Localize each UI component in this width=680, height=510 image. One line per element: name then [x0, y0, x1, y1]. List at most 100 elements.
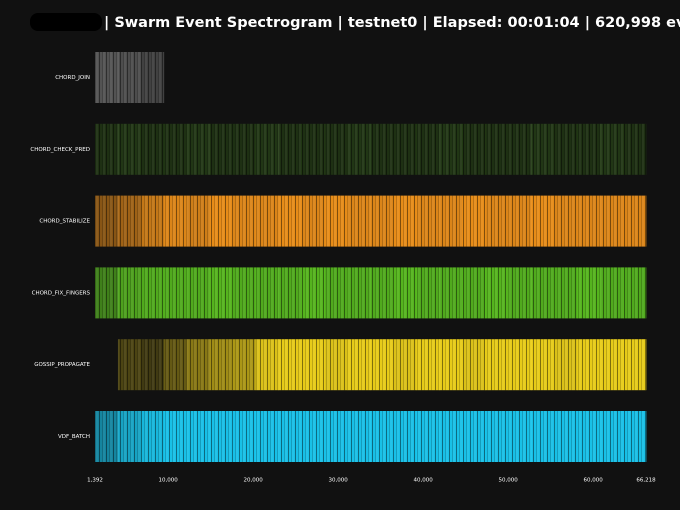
texture: [232, 267, 257, 319]
texture: [623, 195, 647, 247]
texture: [163, 267, 188, 319]
texture: [577, 195, 601, 247]
texture: [462, 195, 486, 247]
texture: [324, 339, 348, 391]
row-label: CHORD_CHECK_PRED: [30, 147, 90, 153]
texture: [347, 411, 371, 462]
texture: [623, 267, 647, 319]
texture: [278, 411, 302, 462]
texture: [301, 411, 325, 462]
texture: [393, 339, 417, 391]
x-tick-label: 66,218: [636, 478, 656, 484]
texture: [209, 267, 234, 319]
texture: [117, 267, 142, 319]
texture: [508, 123, 532, 175]
texture: [439, 411, 463, 462]
texture: [140, 195, 165, 247]
texture: [232, 195, 257, 247]
texture: [600, 267, 624, 319]
texture: [439, 195, 463, 247]
texture: [209, 411, 234, 462]
texture: [117, 195, 142, 247]
texture: [577, 267, 601, 319]
texture: [186, 195, 211, 247]
texture: [416, 195, 440, 247]
texture: [232, 123, 257, 175]
texture: [370, 411, 394, 462]
texture: [508, 411, 532, 462]
texture: [324, 411, 348, 462]
texture: [278, 195, 302, 247]
texture: [347, 123, 371, 175]
texture: [163, 123, 188, 175]
texture: [370, 123, 394, 175]
texture: [623, 339, 647, 391]
texture: [301, 123, 325, 175]
texture: [485, 411, 509, 462]
texture: [462, 339, 486, 391]
texture: [347, 267, 371, 319]
x-tick-label: 20,000: [244, 478, 264, 484]
texture: [140, 411, 165, 462]
texture: [163, 339, 188, 391]
texture: [140, 123, 165, 175]
texture: [347, 195, 371, 247]
texture: [186, 411, 211, 462]
chart-title: | Swarm Event Spectrogram | testnet0 | E…: [104, 15, 680, 31]
texture: [416, 339, 440, 391]
texture: [232, 411, 257, 462]
texture: [324, 123, 348, 175]
texture: [531, 123, 555, 175]
texture: [462, 123, 486, 175]
texture: [554, 123, 578, 175]
texture: [347, 339, 371, 391]
texture: [600, 195, 624, 247]
texture: [209, 123, 234, 175]
texture: [370, 195, 394, 247]
texture: [209, 195, 234, 247]
texture: [117, 339, 142, 391]
texture: [117, 123, 142, 175]
texture: [485, 123, 509, 175]
texture: [163, 411, 188, 462]
texture: [324, 195, 348, 247]
texture: [439, 123, 463, 175]
texture: [117, 411, 142, 462]
texture: [232, 339, 257, 391]
texture: [485, 267, 509, 319]
texture: [255, 339, 279, 391]
texture: [508, 267, 532, 319]
texture: [531, 411, 555, 462]
texture: [278, 123, 302, 175]
texture: [255, 411, 279, 462]
texture: [600, 123, 624, 175]
x-tick-label: 60,000: [584, 478, 604, 484]
texture: [554, 339, 578, 391]
redaction: [30, 13, 102, 31]
texture: [554, 267, 578, 319]
texture: [301, 339, 325, 391]
texture: [531, 267, 555, 319]
texture: [439, 267, 463, 319]
texture: [278, 267, 302, 319]
texture: [600, 411, 624, 462]
texture: [416, 123, 440, 175]
texture: [186, 123, 211, 175]
texture: [301, 267, 325, 319]
x-tick-label: 1,392: [87, 478, 103, 484]
texture: [163, 195, 188, 247]
texture: [623, 411, 647, 462]
texture: [439, 339, 463, 391]
texture: [508, 195, 532, 247]
row-label: GOSSIP_PROPAGATE: [34, 362, 90, 368]
texture: [370, 267, 394, 319]
texture: [324, 267, 348, 319]
texture: [485, 339, 509, 391]
texture: [95, 52, 119, 103]
texture: [531, 195, 555, 247]
row-label: VDF_BATCH: [58, 434, 90, 440]
texture: [393, 195, 417, 247]
texture: [508, 339, 532, 391]
texture: [531, 339, 555, 391]
